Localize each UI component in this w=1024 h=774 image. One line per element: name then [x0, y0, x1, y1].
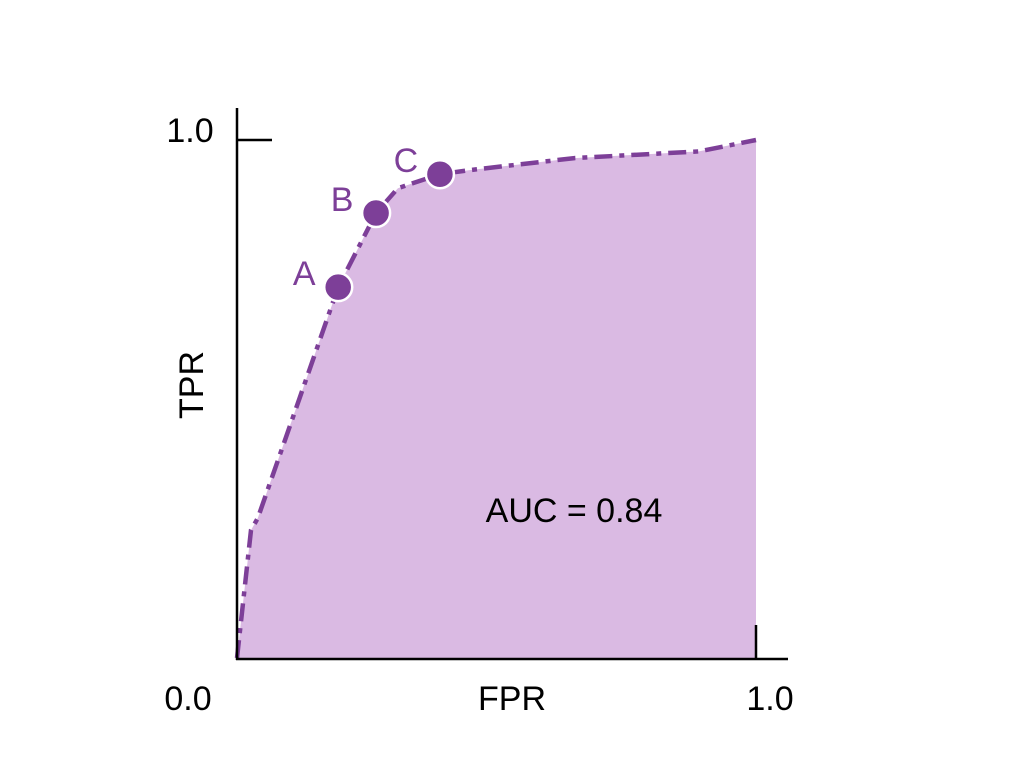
- x-tick-label-0: 0.0: [164, 680, 211, 718]
- y-axis-label: TPR: [173, 351, 211, 419]
- x-axis-label: FPR: [478, 680, 546, 718]
- y-tick-label-1: 1.0: [166, 112, 213, 150]
- auc-area: [237, 140, 756, 658]
- point-label-c: C: [394, 142, 419, 180]
- auc-annotation: AUC = 0.84: [486, 492, 663, 530]
- point-label-a: A: [293, 255, 316, 293]
- x-tick-label-1: 1.0: [746, 680, 793, 718]
- operating-point-a: [322, 271, 354, 303]
- operating-point-b: [360, 197, 392, 229]
- operating-point-c: [424, 158, 456, 190]
- roc-curve-line: [234, 137, 757, 659]
- point-label-b: B: [331, 181, 354, 219]
